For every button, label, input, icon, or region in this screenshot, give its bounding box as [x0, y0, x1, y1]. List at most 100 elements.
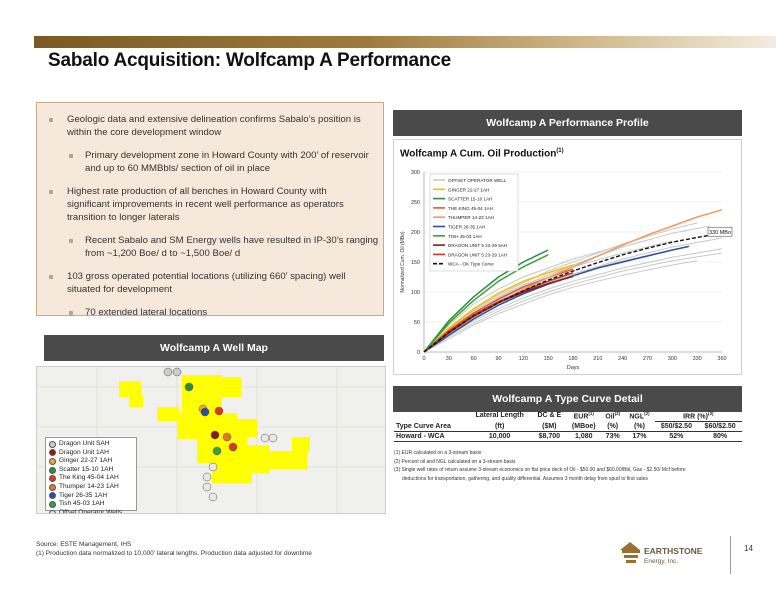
- x-tick-label: 60: [471, 356, 477, 362]
- table-head-cell: [394, 410, 467, 422]
- bullet-line: and up to 60 MMBbls/ section of oil in p…: [85, 163, 271, 174]
- legend-entry: THUMPER 14-23 1AH: [448, 215, 494, 220]
- table-header-row-1: Lateral Length DC & E EUR(1) Oil(2) NGL(…: [394, 410, 742, 422]
- bullet-marker: [49, 275, 53, 279]
- table-cell: 52%: [669, 433, 684, 441]
- legend-item: Dragon Unit 1AH: [49, 449, 133, 458]
- type-curve-table: Lateral Length DC & E EUR(1) Oil(2) NGL(…: [394, 410, 742, 442]
- legend-label: Dragon Unit SAH: [59, 440, 110, 447]
- table-head-cell: (ft): [494, 423, 505, 431]
- bullet-line: 70 extended lateral locations: [85, 307, 208, 318]
- legend-dot: [49, 449, 56, 457]
- note-3: (3) Single well rates of return assume 3…: [394, 467, 686, 473]
- legend-entry: DRAGON UNIT 5 23-29 1AH: [448, 252, 507, 257]
- y-tick-label: 100: [411, 290, 420, 296]
- oil-sup: (2): [614, 411, 621, 417]
- well-map: Dragon Unit SAH Dragon Unit 1AH Ginger 22-…: [36, 366, 386, 514]
- x-tick-label: 270: [643, 356, 652, 362]
- logo-name: EARTHSTONE: [644, 546, 703, 556]
- bullet-panel: Geologic data and extensive delineation …: [36, 102, 384, 318]
- table-cell: 10,000: [488, 433, 511, 441]
- legend-item: Thumper 14-23 1AH: [49, 483, 133, 492]
- table-cell: Howard - WCA: [396, 433, 445, 441]
- bullet-line: Geologic data and extensive delineation …: [67, 114, 361, 125]
- x-tick-label: 180: [568, 356, 577, 362]
- acreage-shapes: [119, 375, 310, 483]
- well-map-legend: Dragon Unit SAH Dragon Unit 1AH Ginger 22-…: [45, 437, 137, 514]
- bullet-line: Primary development zone in Howard Count…: [85, 150, 369, 161]
- legend-label: Tish 45-03 1AH: [59, 500, 105, 508]
- legend-entry: DRAGON UNIT 5 23-29 5AH: [448, 243, 507, 248]
- y-tick-label: 50: [414, 320, 420, 326]
- series-line: [423, 209, 723, 353]
- table-head-cell: (MBoe): [571, 423, 596, 431]
- legend-entry: OFFSET OPERATOR WELL: [448, 178, 507, 183]
- table-head-cell: $50/$2.50: [654, 421, 699, 432]
- bullet-line: transition to longer laterals: [67, 212, 180, 223]
- table-head-cell: IRR (%)(3): [655, 410, 742, 422]
- irr-sup: (3): [707, 411, 714, 416]
- legend-label: Ginger 22-27 1AH: [59, 457, 113, 465]
- series-line: [423, 249, 549, 353]
- table-head-cell: ($M): [542, 423, 557, 431]
- note-1: (1) EUR calculated on a 3-stream basis: [394, 450, 482, 456]
- logo-mark: EARTHSTONE Energy, Inc.: [620, 542, 703, 565]
- well-markers: [163, 367, 278, 502]
- legend-dot: [49, 500, 56, 508]
- series-line: [423, 244, 623, 353]
- legend-item: Dragon Unit SAH: [49, 440, 133, 449]
- legend-label: Tiger 26-35 1AH: [59, 491, 108, 499]
- y-tick-label: 250: [411, 200, 420, 206]
- legend-label: Scatter 15-10 1AH: [59, 465, 114, 473]
- bullet-line: Highest rate production of all benches i…: [67, 186, 327, 197]
- logo-sub: Energy, Inc.: [644, 558, 678, 565]
- annotation-label: 330 MBo: [709, 230, 731, 236]
- x-tick-label: 120: [519, 356, 528, 362]
- x-axis-label: Days: [567, 365, 580, 371]
- series-line: [423, 254, 549, 353]
- legend-dot: [49, 475, 56, 483]
- series-line: [423, 252, 723, 353]
- footer-note: (1) Production data normalized to 10,000…: [36, 550, 312, 557]
- irr-label: IRR (%): [683, 413, 708, 421]
- cum-oil-chart: 0 50 100 150 200 250 300 0 30 60 90 120 150 180 210 240…: [400, 170, 733, 371]
- footer: Source: ESTE Management, IHS (1) Product…: [36, 540, 312, 558]
- y-axis-label: Normalized Cum. Oil (MBo): [400, 231, 406, 292]
- table-header-row-2: Type Curve Area (ft) ($M) (MBoe) (%) (%)…: [394, 421, 742, 432]
- x-tick-label: 0: [422, 356, 425, 362]
- legend-entry: TISH 45-03 1AH: [448, 234, 482, 239]
- table-head-cell: NGL(2): [624, 410, 654, 422]
- bullet-line: 103 gross operated potential locations (…: [67, 271, 346, 282]
- series-line: [423, 264, 574, 353]
- y-tick-label: 150: [411, 260, 420, 266]
- eur-label: EUR: [573, 413, 589, 421]
- y-tick-label: 200: [411, 230, 420, 236]
- legend-label: Offset Operator Wells: [59, 508, 123, 514]
- table-head-cell: (%): [607, 423, 619, 431]
- legend-entry: TIGER 26-35 1AH: [448, 225, 485, 230]
- ngl-label: NGL: [629, 413, 645, 421]
- footer-divider: [730, 536, 731, 574]
- table-cell: 73%: [605, 433, 620, 441]
- legend-entry: THE KING 45-04 1AH: [448, 206, 493, 211]
- table-cell: 80%: [713, 433, 728, 441]
- bullet-marker: [69, 311, 73, 315]
- table-head-cell: (%): [634, 423, 645, 431]
- y-tick-label: 0: [417, 350, 420, 356]
- table-cell: 17%: [632, 433, 647, 441]
- eur-sup: (1): [588, 411, 594, 417]
- legend-item: Tiger 26-35 1AH: [49, 492, 133, 501]
- legend-entry: GINGER 22-27 1AH: [448, 187, 489, 192]
- x-tick-label: 150: [544, 356, 553, 362]
- bullet-line: from ~1,200 Boe/ d to ~1,500 Boe/ d: [85, 248, 241, 259]
- bullet-marker: [49, 190, 53, 194]
- legend-label: Thumper 14-23 1AH: [59, 482, 119, 490]
- table-row: Howard - WCA 10,000 $8,700 1,080 73% 17%…: [394, 432, 742, 442]
- x-tick-label: 30: [446, 356, 452, 362]
- legend-dot: [49, 492, 56, 500]
- series-line: [423, 248, 723, 353]
- well-map-header: Wolfcamp A Well Map: [44, 335, 384, 361]
- table-head-cell: Type Curve Area: [396, 423, 451, 431]
- x-tick-label: 210: [593, 356, 602, 362]
- oil-label: Oil: [605, 413, 615, 421]
